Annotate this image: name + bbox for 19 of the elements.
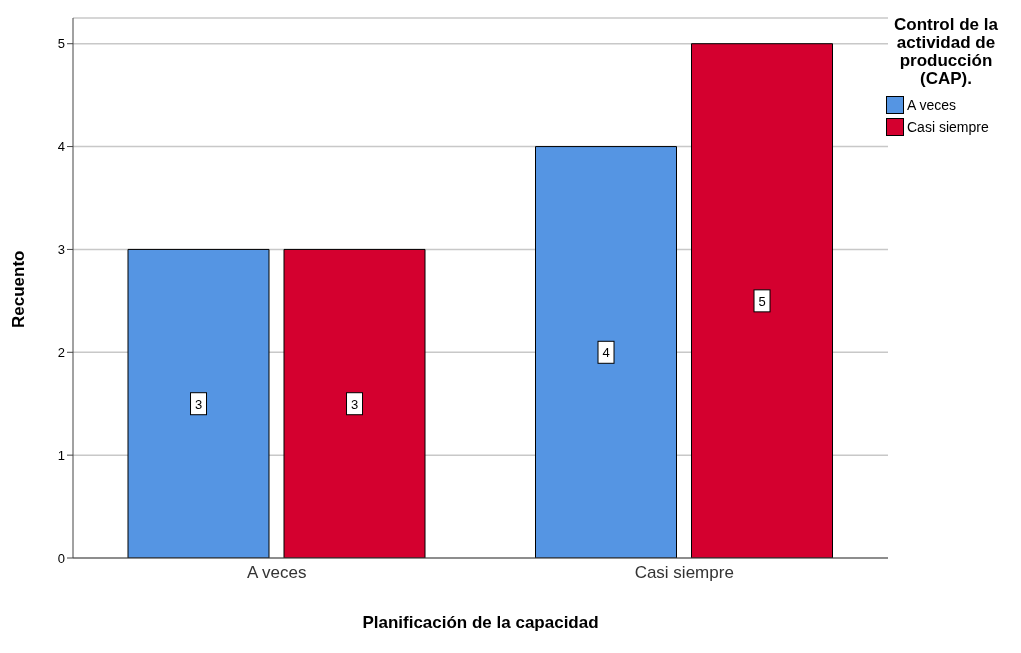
y-tick-label: 5 — [57, 36, 65, 52]
y-tick-label: 1 — [57, 447, 65, 463]
y-axis-title: Recuento — [9, 250, 29, 328]
data-label: 4 — [602, 345, 610, 361]
y-tick-label: 0 — [57, 550, 65, 566]
bar — [283, 248, 426, 558]
y-tick-label: 2 — [57, 344, 65, 360]
legend-label: A veces — [907, 97, 957, 113]
bar — [535, 146, 678, 558]
data-label: 3 — [194, 396, 203, 412]
bar — [127, 248, 270, 558]
legend-label: Casi siempre — [907, 119, 989, 135]
y-tick-label: 3 — [57, 242, 65, 258]
data-label: 3 — [350, 396, 359, 412]
bar — [691, 43, 834, 558]
x-axis-title: Planificación de la capacidad — [362, 613, 599, 632]
data-label: 5 — [758, 293, 766, 309]
legend-title: Control de la actividad de producción (CAP). — [893, 15, 999, 88]
y-tick-label: 4 — [57, 139, 65, 155]
